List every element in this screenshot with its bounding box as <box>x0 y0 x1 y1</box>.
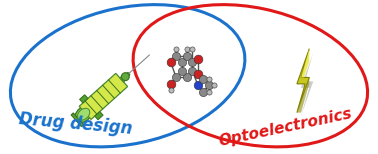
Point <box>200 78 206 80</box>
Polygon shape <box>80 95 88 103</box>
Ellipse shape <box>77 108 90 120</box>
Point <box>173 54 179 57</box>
Point <box>189 61 195 63</box>
Point <box>184 54 190 57</box>
Polygon shape <box>75 111 87 123</box>
Polygon shape <box>301 53 313 117</box>
Point <box>167 83 174 85</box>
Point <box>178 61 184 63</box>
Point <box>184 76 190 79</box>
Point <box>206 90 212 93</box>
Polygon shape <box>95 111 103 120</box>
Polygon shape <box>301 49 309 77</box>
Point <box>195 73 201 76</box>
Polygon shape <box>120 72 130 82</box>
Point <box>206 84 212 87</box>
Point <box>184 48 190 51</box>
Point <box>206 78 212 80</box>
Polygon shape <box>297 77 309 113</box>
Point <box>200 90 206 93</box>
Point <box>211 84 217 87</box>
Point <box>195 84 201 87</box>
Point <box>173 48 179 51</box>
Text: Optoelectronics: Optoelectronics <box>218 106 354 149</box>
Point <box>189 48 195 51</box>
Polygon shape <box>79 73 128 120</box>
Point <box>178 70 184 73</box>
Polygon shape <box>297 49 309 113</box>
Circle shape <box>121 73 129 81</box>
Point <box>195 58 201 60</box>
Point <box>173 76 179 79</box>
Point <box>167 61 174 63</box>
Polygon shape <box>71 113 84 127</box>
Point <box>167 89 174 91</box>
Point <box>189 70 195 73</box>
Ellipse shape <box>75 106 92 123</box>
Text: Drug design: Drug design <box>18 110 133 138</box>
